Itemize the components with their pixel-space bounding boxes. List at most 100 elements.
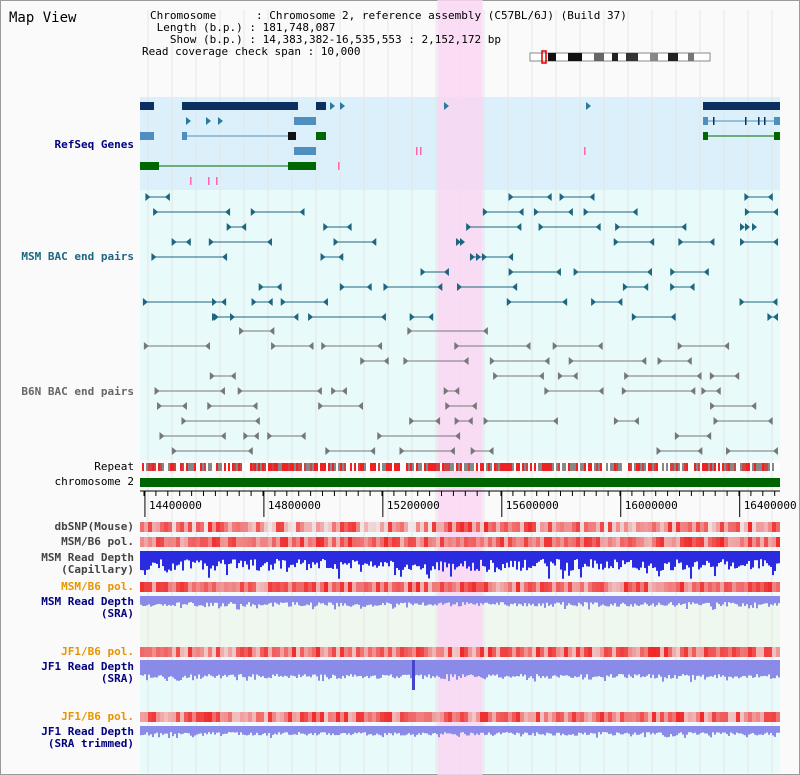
msm-sra-depth-bar [162, 596, 164, 606]
label-line: JF1 Read Depth [41, 725, 134, 738]
msm-sra-depth-bar [712, 596, 714, 610]
jf1-trim-depth-bar [684, 726, 686, 738]
msm-sra-depth-bar [534, 596, 536, 607]
jf1-trim-depth-bar [356, 726, 358, 734]
jf1-trim-depth-bar [776, 726, 778, 733]
track-label-jf1-depth-trim[interactable]: JF1 Read Depth (SRA trimmed) [41, 726, 134, 750]
msm-b6-pol-heat [212, 582, 216, 592]
jf1-sra-depth-bar [738, 660, 740, 679]
jf1-sra-depth-bar [320, 660, 322, 675]
msm-b6-pol-heat [712, 537, 716, 547]
msm-b6-pol-heat [388, 537, 392, 547]
jf1-trim-depth-bar [316, 726, 318, 736]
jf1-b6-pol-heat [376, 647, 380, 657]
jf1-trim-depth-bar [416, 726, 418, 735]
track-label-repeat[interactable]: Repeat [94, 460, 134, 473]
jf1-sra-depth-bar [312, 660, 314, 675]
track-label-msm-bac[interactable]: MSM BAC end pairs [21, 250, 134, 263]
jf1-sra-depth-bar [468, 660, 470, 675]
track-label-dbsnp[interactable]: dbSNP(Mouse) [54, 520, 134, 533]
jf1-sra-depth-bar [630, 660, 632, 677]
dbsnp-heat [648, 522, 652, 532]
track-label-jf1-b6-pol-2[interactable]: JF1/B6 pol. [61, 710, 134, 723]
msm-sra-depth-bar [640, 596, 642, 605]
jf1-trim-depth-bar [380, 726, 382, 736]
jf1-sra-depth-bar [644, 660, 646, 678]
msm-b6-pol-heat [688, 537, 692, 547]
track-label-jf1-depth-sra[interactable]: JF1 Read Depth (SRA) [41, 661, 134, 685]
dbsnp-heat [604, 522, 608, 532]
msm-b6-pol-heat [284, 537, 288, 547]
track-label-msm-b6-pol-2[interactable]: MSM/B6 pol. [61, 580, 134, 593]
msm-capillary-depth-bar [286, 551, 288, 572]
jf1-trim-depth-bar [516, 726, 518, 733]
track-label-b6n-bac[interactable]: B6N BAC end pairs [21, 385, 134, 398]
jf1-sra-depth-bar [272, 660, 274, 675]
jf1-sra-depth-bar [288, 660, 290, 678]
jf1-trim-depth-bar [292, 726, 294, 735]
jf1-sra-depth-bar [274, 660, 276, 676]
jf1-b6-pol-heat [756, 647, 760, 657]
jf1-sra-depth-bar [374, 660, 376, 676]
jf1-sra-depth-bar [706, 660, 708, 678]
track-label-msm-depth-cap[interactable]: MSM Read Depth (Capillary) [41, 552, 134, 576]
repeat-segment [534, 463, 536, 471]
jf1-b6-pol-heat [264, 712, 268, 722]
repeat-segment [698, 463, 700, 471]
repeat-segment [268, 463, 270, 471]
msm-b6-pol-heat [772, 537, 776, 547]
jf1-trim-depth-bar [706, 726, 708, 734]
label-line: (SRA trimmed) [47, 737, 134, 750]
jf1-b6-pol-heat [308, 712, 312, 722]
jf1-sra-depth-bar [440, 660, 442, 679]
jf1-sra-depth-bar [678, 660, 680, 677]
track-label-jf1-b6-pol-1[interactable]: JF1/B6 pol. [61, 645, 134, 658]
jf1-b6-pol-heat [516, 712, 520, 722]
dbsnp-heat [300, 522, 304, 532]
jf1-trim-depth-bar [176, 726, 178, 738]
track-label-msm-depth-sra[interactable]: MSM Read Depth (SRA) [41, 596, 134, 620]
track-label-chromosome[interactable]: chromosome 2 [54, 475, 134, 488]
msm-sra-depth-bar [450, 596, 452, 607]
msm-capillary-depth-bar [708, 551, 710, 563]
msm-b6-pol-heat [152, 537, 156, 547]
repeat-segment [414, 463, 416, 471]
msm-b6-pol-heat [524, 537, 528, 547]
jf1-b6-pol-heat [172, 647, 176, 657]
msm-capillary-depth-bar [672, 551, 674, 571]
dbsnp-heat [316, 522, 320, 532]
jf1-sra-depth-bar [514, 660, 516, 677]
msm-capillary-depth-bar [276, 551, 278, 560]
msm-b6-pol-heat [572, 582, 576, 592]
b6n-bac-end [598, 387, 604, 395]
jf1-sra-depth-bar [176, 660, 178, 681]
repeat-segment [364, 463, 366, 471]
msm-b6-pol-heat [260, 537, 264, 547]
jf1-sra-depth-bar [624, 660, 626, 678]
msm-sra-depth-bar [546, 596, 548, 603]
msm-capillary-depth-bar [632, 551, 634, 568]
track-label-refseq[interactable]: RefSeq Genes [54, 138, 134, 151]
msm-sra-depth-bar [482, 596, 484, 605]
b6n-bac-end [696, 372, 702, 380]
repeat-segment [562, 463, 564, 471]
dbsnp-heat [588, 522, 592, 532]
msm-capillary-depth-bar [262, 551, 264, 566]
jf1-sra-depth-bar [184, 660, 186, 676]
b6n-bac-end [316, 387, 322, 395]
msm-capillary-depth-bar [690, 551, 692, 579]
repeat-segment [390, 463, 392, 471]
jf1-sra-depth-bar [466, 660, 468, 676]
msm-b6-pol-heat [696, 582, 700, 592]
jf1-trim-depth-bar [488, 726, 490, 733]
jf1-sra-depth-bar [446, 660, 448, 675]
msm-sra-depth-bar [572, 596, 574, 606]
track-label-msm-b6-pol-1[interactable]: MSM/B6 pol. [61, 535, 134, 548]
jf1-sra-depth-bar [584, 660, 586, 678]
repeat-segment [194, 463, 196, 471]
jf1-trim-depth-bar [756, 726, 758, 736]
jf1-sra-depth-bar [144, 660, 146, 675]
msm-b6-pol-heat [584, 582, 588, 592]
jf1-sra-depth-bar [504, 660, 506, 677]
repeat-segment [752, 463, 754, 471]
